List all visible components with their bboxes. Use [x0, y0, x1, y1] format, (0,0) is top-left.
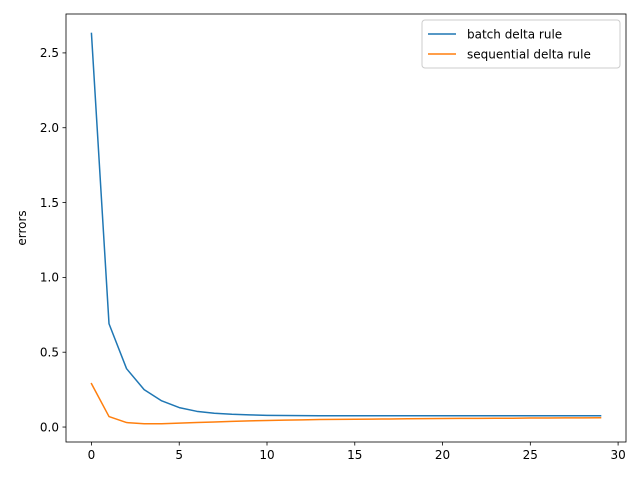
y-tick-label: 1.5	[40, 196, 59, 210]
y-axis-label: errors	[15, 210, 29, 245]
series-line-1	[90, 32, 602, 417]
y-tick-label: 2.5	[40, 46, 59, 60]
series-line-2	[90, 382, 602, 425]
x-tick-label: 20	[435, 448, 450, 462]
y-axis: 0.0 0.5 1.0 1.5 2.0 2.5	[40, 46, 66, 434]
series-layer	[90, 32, 602, 425]
legend-label: batch delta rule	[467, 27, 562, 41]
y-tick-label: 1.0	[40, 271, 59, 285]
axes-frame	[65, 13, 627, 443]
x-tick-label: 25	[523, 448, 538, 462]
x-tick-label: 10	[259, 448, 274, 462]
legend-label: sequential delta rule	[467, 47, 591, 61]
x-tick-label: 30	[610, 448, 625, 462]
y-tick-label: 0.0	[40, 420, 59, 434]
x-tick-label: 0	[88, 448, 96, 462]
legend-box	[421, 19, 621, 69]
y-tick-label: 2.0	[40, 121, 59, 135]
x-tick-label: 15	[347, 448, 362, 462]
x-tick-label: 5	[175, 448, 183, 462]
y-tick-label: 0.5	[40, 346, 59, 360]
legend: batch delta rule sequential delta rule	[421, 19, 621, 69]
x-axis: 0 5 10 15 20 25 30	[88, 442, 626, 462]
